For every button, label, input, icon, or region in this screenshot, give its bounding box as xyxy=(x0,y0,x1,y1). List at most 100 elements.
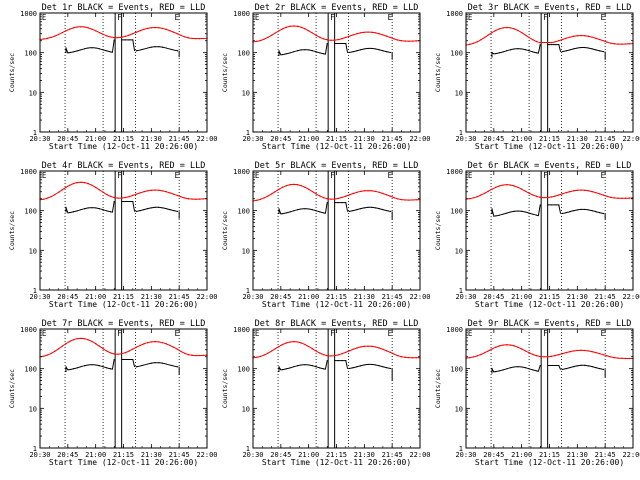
lld-point xyxy=(330,355,332,357)
events-point xyxy=(360,49,362,51)
events-point xyxy=(95,364,97,366)
lld-point xyxy=(289,341,291,343)
lld-point xyxy=(509,344,512,346)
events-point xyxy=(356,50,358,52)
y-tick-label: 10 xyxy=(242,405,250,413)
events-point xyxy=(98,208,100,210)
y-tick-label: 10 xyxy=(29,89,37,97)
lld-point xyxy=(587,350,590,352)
y-axis-label: Counts/sec xyxy=(8,53,16,92)
lld-point xyxy=(180,350,182,352)
x-tick-label: 21:45 xyxy=(595,293,616,301)
panel-title: Det 5r BLACK = Events, RED = LLD xyxy=(255,161,419,171)
lld-point xyxy=(43,198,45,200)
lld-point xyxy=(54,350,56,352)
lld-point xyxy=(270,34,273,36)
lld-point xyxy=(165,28,167,30)
events-point xyxy=(532,213,534,215)
lld-point xyxy=(509,27,512,29)
lld-point xyxy=(367,190,369,192)
panel-title: Det 6r BLACK = Events, RED = LLD xyxy=(468,161,632,171)
lld-point xyxy=(561,38,564,41)
events-point xyxy=(561,368,563,370)
lld-point xyxy=(532,353,534,355)
lld-point xyxy=(267,36,269,38)
events-point xyxy=(498,52,500,54)
lld-point xyxy=(472,356,475,358)
x-tick-label: 21:30 xyxy=(141,135,162,143)
lld-point xyxy=(161,190,164,192)
x-tick-label: 22:00 xyxy=(622,293,640,301)
series-events xyxy=(135,46,179,52)
flag-label: E xyxy=(42,171,47,180)
lld-point xyxy=(263,197,265,199)
lld-point xyxy=(50,352,52,354)
events-point xyxy=(124,359,126,361)
x-axis-label: Start Time (12-Oct-11 20:26:00) xyxy=(262,458,411,467)
events-point xyxy=(528,212,530,214)
events-point xyxy=(506,212,508,214)
x-tick-label: 21:30 xyxy=(141,451,162,459)
lld-point xyxy=(554,195,556,197)
lld-point xyxy=(498,185,500,187)
lld-point xyxy=(76,182,78,184)
lld-point xyxy=(322,354,325,356)
events-point xyxy=(595,49,597,51)
events-point xyxy=(106,210,108,212)
series-lld xyxy=(39,26,208,40)
events-point xyxy=(386,367,388,369)
lld-point xyxy=(83,338,86,340)
lld-point xyxy=(480,39,482,41)
events-point xyxy=(356,366,358,368)
events-point xyxy=(495,53,497,55)
y-tick-label: 10 xyxy=(242,89,250,97)
lld-point xyxy=(54,194,56,196)
lld-point xyxy=(602,354,604,356)
lld-point xyxy=(113,196,115,199)
events-point xyxy=(524,49,526,51)
lld-point xyxy=(624,43,627,45)
flag-label: E xyxy=(255,329,260,338)
events-point xyxy=(367,206,369,208)
events-point xyxy=(319,367,321,369)
series-lld xyxy=(39,181,208,201)
lld-point xyxy=(50,36,52,39)
events-point xyxy=(102,366,104,368)
events-point xyxy=(334,43,336,45)
events-point xyxy=(558,44,560,46)
events-point xyxy=(580,364,582,366)
series-events xyxy=(278,43,328,56)
lld-point xyxy=(80,337,82,339)
lld-point xyxy=(54,35,56,37)
lld-point xyxy=(400,40,403,42)
lld-point xyxy=(169,30,171,32)
events-point xyxy=(323,212,325,214)
lld-point xyxy=(378,33,380,35)
x-tick-label: 21:15 xyxy=(326,293,347,301)
x-tick-label: 21:00 xyxy=(85,293,106,301)
y-tick-label: 100 xyxy=(450,208,463,216)
events-point xyxy=(113,39,115,41)
events-point xyxy=(308,208,310,210)
lld-point xyxy=(613,43,616,45)
events-point xyxy=(510,211,512,213)
lld-point xyxy=(341,196,343,198)
y-tick-label: 1 xyxy=(246,445,250,453)
lld-point xyxy=(524,350,526,352)
events-point xyxy=(565,50,567,52)
lld-point xyxy=(311,190,313,193)
lld-point xyxy=(524,34,526,36)
series-events xyxy=(348,47,392,54)
events-point xyxy=(72,211,74,213)
events-point xyxy=(367,363,369,365)
series-events xyxy=(491,365,541,373)
lld-point xyxy=(124,352,126,354)
lld-point xyxy=(147,27,149,29)
y-tick-label: 1 xyxy=(33,287,37,295)
events-point xyxy=(602,51,604,53)
lld-point xyxy=(91,28,93,30)
events-point xyxy=(587,365,589,367)
